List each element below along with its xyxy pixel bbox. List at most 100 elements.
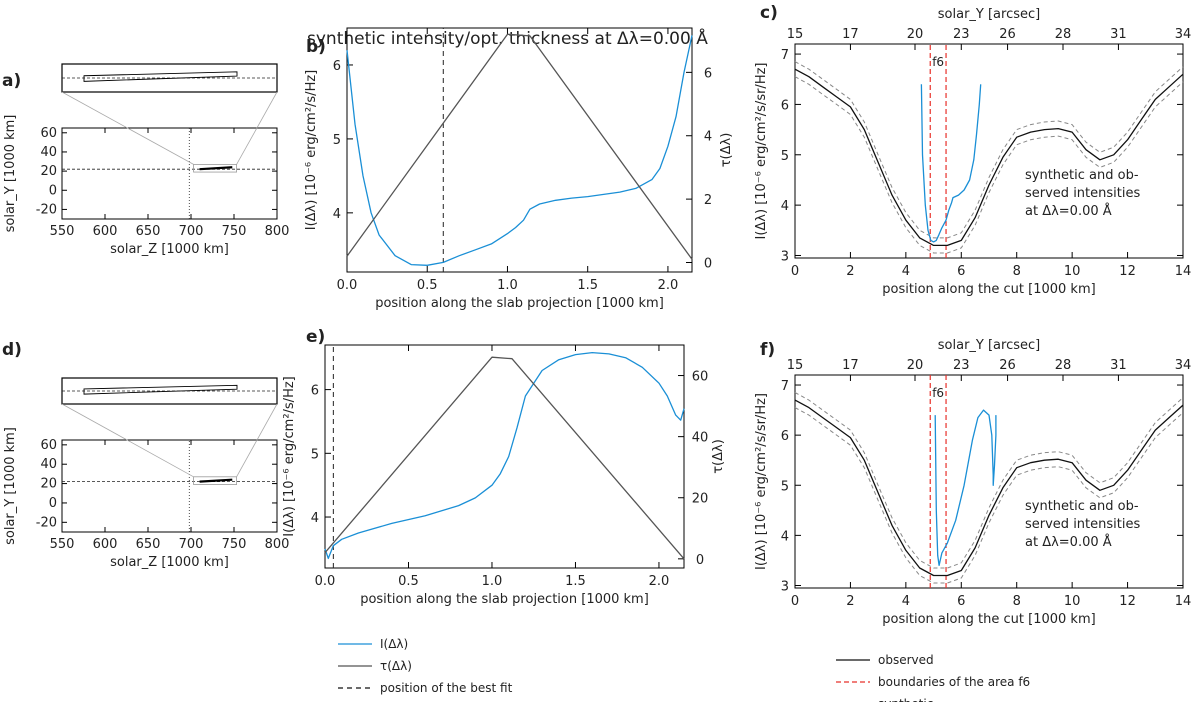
legend-c-label-1: boundaries of the area f6: [878, 675, 1030, 689]
x2-axis-label-f: solar_Y [arcsec]: [938, 338, 1040, 353]
x2-axis-label-c: solar_Y [arcsec]: [938, 7, 1040, 22]
x-tick-label-f-3: 6: [957, 594, 965, 609]
series-intensity-b: [346, 35, 693, 266]
annotation-line3-c: at Δλ=0.00 Å: [1025, 203, 1112, 219]
y-tick-label-f-2: 5: [781, 479, 789, 494]
x-tick-label-d-3: 700: [179, 537, 204, 552]
x-tick-label-a-0: 550: [50, 224, 75, 239]
map-frame-a: [61, 127, 278, 220]
y-tick-label-c-1: 4: [781, 199, 789, 214]
series-observed-error-2-f: [794, 407, 1184, 584]
slab-a: [199, 166, 233, 171]
x-tick-label-c-1: 2: [846, 264, 854, 279]
x-tick-label-e-2: 1.0: [482, 574, 503, 589]
y-axis-label-e: I(Δλ) [10⁻⁶ erg/cm²/s/Hz]: [282, 376, 297, 537]
x-tick-label-f-2: 4: [902, 594, 910, 609]
y-tick-label-c-4: 7: [781, 48, 789, 63]
panel-label-e: e): [306, 327, 325, 347]
y-axis-label-a: solar_Y [1000 km]: [3, 115, 18, 233]
annotation-line2-f: served intensities: [1025, 517, 1140, 532]
x-tick-label-c-6: 12: [1119, 264, 1136, 279]
x-tick-label-a-2: 650: [136, 224, 161, 239]
y-tick-label-d-2: 20: [40, 477, 57, 492]
x-tick-label-f-0: 0: [791, 594, 799, 609]
f6-label-f: f6: [932, 386, 944, 400]
map-frame-d: [61, 439, 278, 533]
x-tick-label-a-3: 700: [179, 224, 204, 239]
y2-tick-label-e-0: 0: [696, 553, 704, 568]
annotation-line1-c: synthetic and ob-: [1025, 168, 1139, 183]
legend-b-label-2: position of the best fit: [380, 681, 513, 695]
y-tick-label-d-3: 40: [40, 457, 57, 472]
y2-tick-label-e-3: 60: [692, 370, 709, 385]
annotation-line2-c: served intensities: [1025, 186, 1140, 201]
top-tick-label-c-5: 28: [1055, 27, 1072, 42]
y-tick-label-a-4: 60: [40, 126, 57, 141]
y2-tick-label-b-0: 0: [704, 256, 712, 271]
y-tick-label-a-1: 0: [49, 183, 57, 198]
zoom-connector-right-d: [236, 403, 278, 477]
x-tick-label-b-1: 0.5: [417, 278, 438, 293]
x-tick-label-c-5: 10: [1064, 264, 1081, 279]
x-tick-label-f-5: 10: [1064, 594, 1081, 609]
zoom-box-a: [193, 163, 237, 173]
y-tick-label-a-2: 20: [40, 164, 57, 179]
x-tick-label-d-1: 600: [93, 537, 118, 552]
top-tick-label-c-0: 15: [787, 27, 804, 42]
x-tick-label-d-5: 800: [265, 537, 290, 552]
zoom-connector-right-a: [236, 91, 278, 165]
x-tick-label-d-4: 750: [222, 537, 247, 552]
y2-tick-label-e-2: 40: [692, 431, 709, 446]
top-tick-label-c-3: 23: [953, 27, 970, 42]
panel-label-f: f): [760, 340, 775, 360]
series-synthetic-f: [934, 409, 997, 567]
y-tick-label-e-0: 4: [311, 511, 319, 526]
top-tick-label-c-4: 26: [999, 27, 1016, 42]
top-tick-label-f-2: 20: [907, 358, 924, 373]
series-observed-error-2-c: [794, 76, 1184, 254]
legend-b-label-0: I(Δλ): [380, 637, 408, 651]
y-tick-label-b-2: 6: [333, 59, 341, 74]
panel-label-d: d): [2, 340, 22, 360]
x-tick-label-f-4: 8: [1013, 594, 1021, 609]
series-observed-error-1-f: [794, 392, 1184, 569]
y-tick-label-d-4: 60: [40, 438, 57, 453]
annotation-line3-f: at Δλ=0.00 Å: [1025, 534, 1112, 550]
panel-label-c: c): [760, 3, 778, 23]
x-tick-label-c-4: 8: [1013, 264, 1021, 279]
y-tick-label-b-1: 5: [333, 133, 341, 148]
y-axis-label-c: I(Δλ) [10⁻⁶ erg/cm²/s/sr/Hz]: [754, 63, 769, 240]
y-tick-label-f-4: 7: [781, 379, 789, 394]
x-tick-label-f-6: 12: [1119, 594, 1136, 609]
y2-tick-label-b-2: 4: [704, 130, 712, 145]
zoom-connector-left-d: [61, 403, 194, 478]
top-tick-label-f-1: 17: [842, 358, 859, 373]
y-tick-label-d-0: -20: [36, 515, 57, 530]
x-tick-label-b-4: 2.0: [658, 278, 679, 293]
annotation-line1-f: synthetic and ob-: [1025, 499, 1139, 514]
x-axis-label-b: position along the slab projection [1000…: [375, 296, 664, 311]
legend-b-label-1: τ(Δλ): [380, 659, 412, 673]
x-tick-label-c-2: 4: [902, 264, 910, 279]
zoom-connector-left-a: [61, 91, 194, 165]
y-tick-label-c-0: 3: [781, 249, 789, 264]
x-tick-label-f-7: 14: [1175, 594, 1192, 609]
series-observed-error-1-c: [794, 61, 1184, 239]
y-tick-label-f-0: 3: [781, 579, 789, 594]
legend-c-label-2: synthetic: [878, 697, 933, 702]
inset-slab-d: [83, 384, 238, 395]
y-tick-label-a-3: 40: [40, 145, 57, 160]
top-tick-label-c-2: 20: [907, 27, 924, 42]
y-tick-label-d-1: 0: [49, 496, 57, 511]
top-tick-label-f-3: 23: [953, 358, 970, 373]
x-tick-label-a-1: 600: [93, 224, 118, 239]
x-tick-label-d-2: 650: [136, 537, 161, 552]
plot-frame-b: [346, 27, 693, 273]
y2-tick-label-e-1: 20: [692, 492, 709, 507]
top-tick-label-f-5: 28: [1055, 358, 1072, 373]
top-tick-label-f-7: 34: [1175, 358, 1192, 373]
x-tick-label-e-3: 1.5: [565, 574, 586, 589]
top-tick-label-c-7: 34: [1175, 27, 1192, 42]
y2-tick-label-b-1: 2: [704, 193, 712, 208]
x-tick-label-c-0: 0: [791, 264, 799, 279]
